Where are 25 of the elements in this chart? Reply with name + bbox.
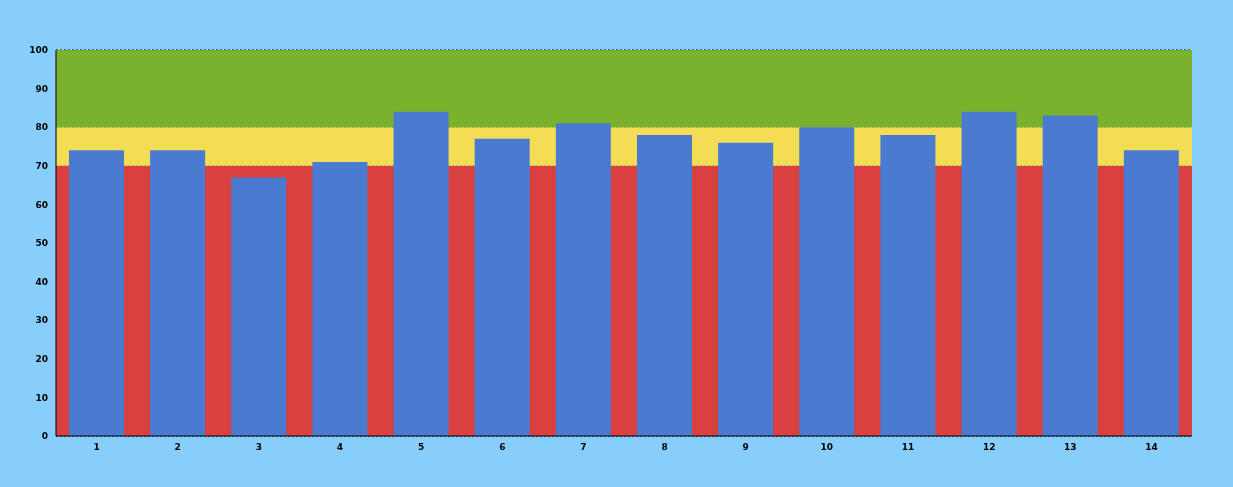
x-tick-label: 13 (1064, 442, 1077, 453)
x-tick-label: 3 (255, 442, 262, 453)
x-tick-label: 5 (418, 442, 425, 453)
x-tick-label: 4 (336, 442, 344, 453)
x-tick-label: 6 (499, 442, 506, 453)
y-tick-label: 70 (35, 161, 48, 171)
x-tick-label: 9 (742, 442, 749, 453)
x-tick-label: 2 (174, 442, 181, 453)
x-tick-label: 11 (901, 442, 915, 453)
y-tick-label: 90 (35, 83, 48, 94)
x-tick-label: 12 (982, 442, 996, 453)
y-tick-label: 0 (41, 431, 48, 442)
y-tick-label: 100 (29, 45, 48, 56)
x-tick-label: 7 (580, 442, 587, 453)
y-tick-label: 10 (35, 392, 48, 403)
y-tick-label: 30 (35, 315, 48, 326)
y-tick-label: 20 (35, 353, 48, 364)
x-tick-label: 14 (1145, 442, 1158, 453)
x-tick-label: 1 (93, 442, 100, 453)
x-tick-label: 8 (661, 442, 668, 453)
y-tick-label: 40 (35, 276, 48, 287)
y-tick-label: 80 (35, 122, 48, 133)
y-tick-label: 60 (35, 199, 48, 210)
y-tick-label: 50 (35, 238, 48, 249)
x-tick-label: 10 (820, 442, 834, 453)
